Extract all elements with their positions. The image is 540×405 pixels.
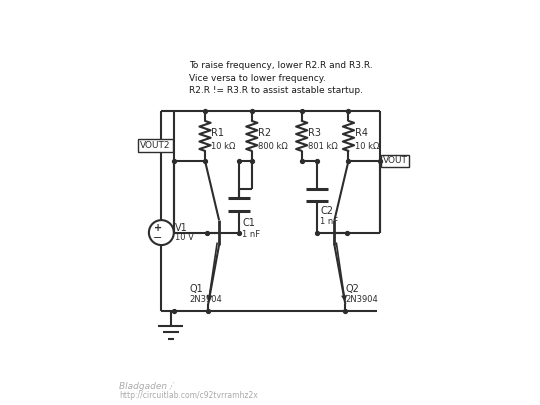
Text: VOUT: VOUT [383, 156, 408, 165]
Text: 1 nF: 1 nF [242, 230, 261, 239]
Text: Astable Multivibrator: Astable Multivibrator [167, 382, 276, 391]
Text: 10 kΩ: 10 kΩ [211, 142, 235, 151]
Text: http://circuitlab.com/c92tvrramhz2x: http://circuitlab.com/c92tvrramhz2x [119, 391, 258, 400]
Text: VOUT2: VOUT2 [140, 141, 171, 150]
Text: 800 kΩ: 800 kΩ [258, 142, 288, 151]
Text: 2N3904: 2N3904 [346, 295, 378, 304]
Text: 1 nF: 1 nF [320, 217, 339, 226]
Text: −: − [153, 233, 163, 243]
Text: 801 kΩ: 801 kΩ [308, 142, 338, 151]
Text: 10 kΩ: 10 kΩ [355, 142, 379, 151]
Text: V1: V1 [176, 223, 188, 233]
Text: To raise frequency, lower R2.R and R3.R.
Vice versa to lower frequency.
R2.R != : To raise frequency, lower R2.R and R3.R.… [190, 61, 373, 95]
Text: 2N3904: 2N3904 [190, 295, 222, 304]
Text: R4: R4 [355, 128, 368, 138]
Text: 10 V: 10 V [176, 233, 194, 242]
Text: R1: R1 [211, 128, 224, 138]
Text: -W- H-LAB: -W- H-LAB [11, 391, 53, 400]
Text: CIRCUIT: CIRCUIT [11, 382, 55, 392]
Text: C2: C2 [320, 206, 333, 216]
Text: C1: C1 [242, 218, 255, 228]
Text: Q1: Q1 [190, 284, 203, 294]
Text: R3: R3 [308, 128, 321, 138]
Text: +: + [153, 223, 161, 233]
Text: Bladgaden /: Bladgaden / [119, 382, 176, 391]
Text: R2: R2 [258, 128, 271, 138]
Text: Q2: Q2 [346, 284, 359, 294]
